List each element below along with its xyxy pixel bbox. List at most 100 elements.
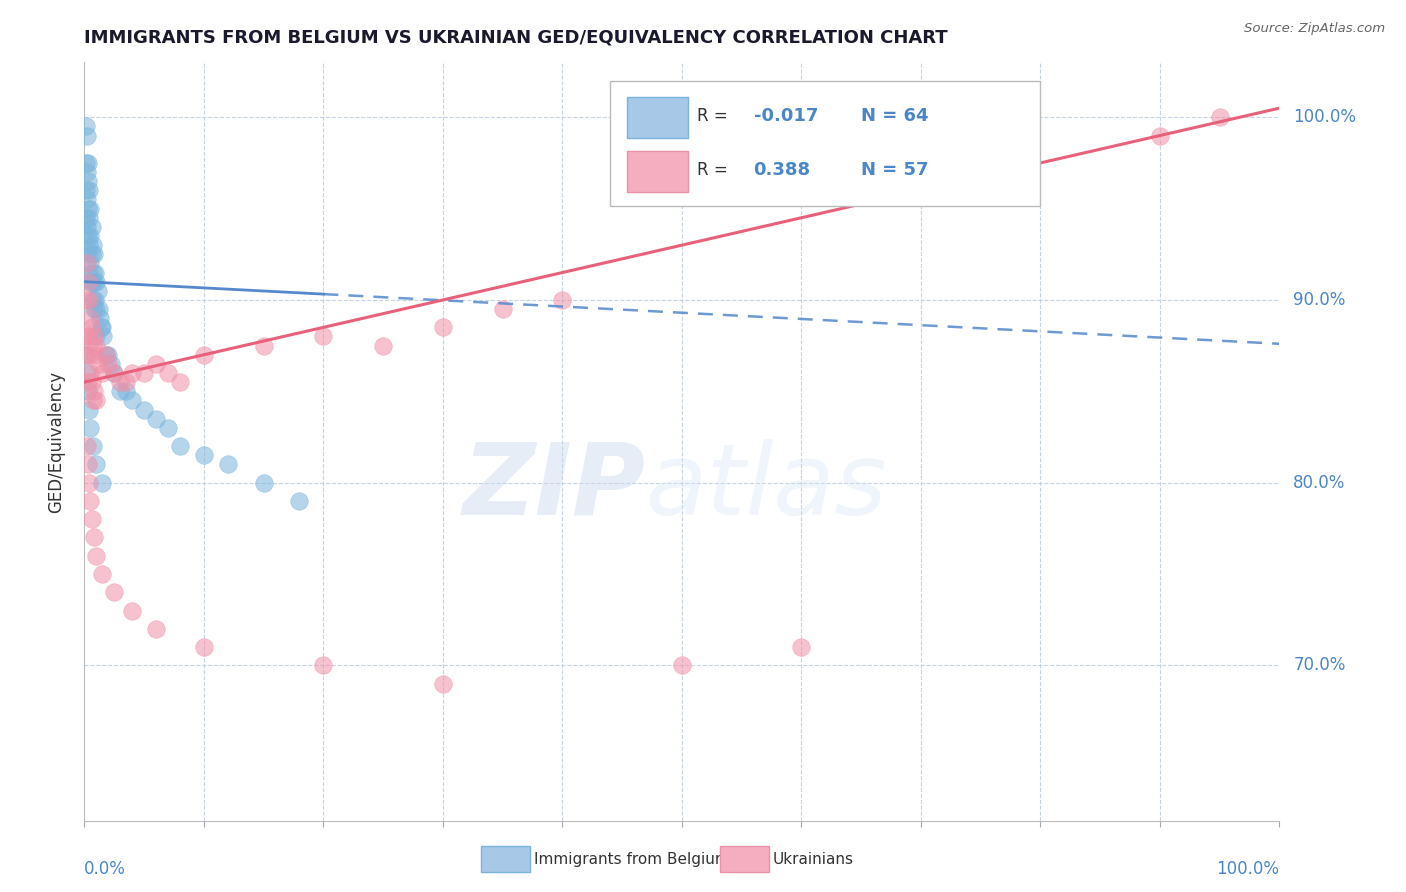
FancyBboxPatch shape [627, 152, 688, 192]
Point [76, 219, 98, 234]
Point [86, 458, 108, 472]
Point [76, 256, 98, 270]
Point [75, 348, 97, 362]
Point [157, 366, 180, 380]
Point [77, 402, 100, 417]
Point [790, 640, 813, 654]
Point [76, 439, 98, 453]
Point [86, 393, 108, 408]
Point [82, 266, 104, 280]
Point [103, 366, 125, 380]
Point [83, 247, 105, 261]
Text: N = 57: N = 57 [862, 161, 929, 179]
Point [76, 128, 98, 143]
Point [103, 366, 125, 380]
Point [76, 165, 98, 179]
Point [79, 202, 101, 216]
Point [75, 211, 97, 225]
Point [77, 384, 100, 399]
Point [76, 366, 98, 380]
Text: 100.0%: 100.0% [1216, 860, 1279, 878]
Text: R =: R = [697, 107, 734, 125]
Point [145, 622, 167, 636]
Point [432, 676, 454, 690]
Text: 80.0%: 80.0% [1294, 474, 1346, 491]
Text: R =: R = [697, 161, 734, 179]
Point [79, 366, 101, 380]
Point [77, 375, 100, 389]
Point [217, 458, 239, 472]
Point [86, 302, 108, 317]
Point [121, 366, 143, 380]
Point [492, 302, 515, 317]
Point [82, 338, 104, 352]
Point [79, 421, 101, 435]
Point [77, 174, 100, 188]
Point [79, 311, 101, 326]
Point [1149, 128, 1171, 143]
Point [121, 603, 143, 617]
Point [1209, 110, 1232, 124]
Point [75, 183, 97, 197]
Point [77, 247, 100, 261]
Point [83, 384, 105, 399]
Point [80, 375, 103, 389]
Point [93, 329, 115, 343]
Point [83, 302, 105, 317]
Point [75, 348, 97, 362]
Point [77, 229, 100, 244]
Point [169, 439, 191, 453]
Point [79, 494, 101, 508]
Text: ZIP: ZIP [463, 439, 647, 535]
FancyBboxPatch shape [610, 81, 1040, 207]
Text: Immigrants from Belgium: Immigrants from Belgium [534, 852, 730, 867]
Point [110, 375, 132, 389]
Point [79, 275, 101, 289]
Point [193, 448, 215, 462]
Point [100, 357, 122, 371]
Point [84, 293, 107, 307]
Point [132, 366, 156, 380]
Text: 0.388: 0.388 [754, 161, 811, 179]
Text: IMMIGRANTS FROM BELGIUM VS UKRAINIAN GED/EQUIVALENCY CORRELATION CHART: IMMIGRANTS FROM BELGIUM VS UKRAINIAN GED… [84, 29, 948, 47]
Text: atlas: atlas [647, 439, 887, 535]
Point [77, 329, 100, 343]
Point [90, 320, 112, 334]
Point [91, 366, 114, 380]
Point [145, 411, 167, 425]
Point [77, 211, 100, 225]
Point [103, 585, 125, 599]
Point [86, 275, 108, 289]
Point [110, 384, 132, 399]
Point [82, 293, 104, 307]
Point [432, 320, 454, 334]
Point [86, 549, 108, 563]
Point [193, 640, 215, 654]
Point [671, 658, 693, 673]
Point [121, 393, 143, 408]
Point [76, 329, 98, 343]
Text: 90.0%: 90.0% [1294, 291, 1346, 309]
Point [83, 329, 105, 343]
Point [91, 475, 114, 490]
Point [79, 229, 101, 244]
Point [84, 266, 107, 280]
Point [87, 302, 110, 317]
Point [77, 183, 100, 197]
Point [80, 275, 103, 289]
Point [82, 393, 104, 408]
Point [84, 348, 107, 362]
Text: N = 64: N = 64 [862, 107, 929, 125]
Point [312, 329, 335, 343]
Point [80, 219, 103, 234]
Point [77, 156, 100, 170]
Point [77, 475, 100, 490]
Point [77, 202, 100, 216]
FancyBboxPatch shape [627, 97, 688, 138]
Point [312, 658, 335, 673]
Point [75, 120, 97, 134]
Point [157, 421, 180, 435]
Point [373, 338, 395, 352]
Point [77, 238, 100, 252]
Point [132, 402, 156, 417]
